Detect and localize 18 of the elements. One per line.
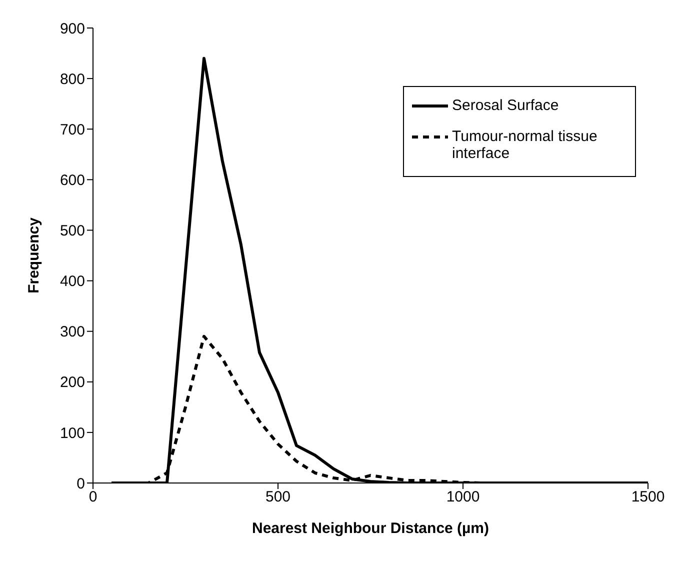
y-tick-label: 300: [60, 324, 85, 341]
x-tick-label: 500: [265, 488, 291, 506]
x-tick-label: 1500: [631, 488, 665, 506]
y-tick-label: 500: [60, 222, 85, 240]
y-tick-label: 600: [60, 172, 85, 189]
y-tick-label: 200: [60, 374, 85, 392]
y-axis-title: Frequency: [25, 216, 42, 294]
legend-label: Tumour-normal tissue interface: [452, 128, 598, 162]
legend-label: Serosal Surface: [452, 97, 559, 114]
y-tick-label: 700: [60, 121, 85, 138]
y-tick-label: 900: [60, 20, 85, 38]
y-tick-label: 0: [76, 475, 85, 492]
y-tick-label: 800: [60, 70, 85, 88]
y-tick-label: 100: [60, 424, 85, 442]
x-axis-title: Nearest Neighbour Distance (µm): [252, 520, 490, 537]
x-tick-label: 1000: [446, 488, 480, 506]
x-tick-label: 0: [88, 488, 98, 506]
y-tick-label: 400: [60, 273, 85, 290]
